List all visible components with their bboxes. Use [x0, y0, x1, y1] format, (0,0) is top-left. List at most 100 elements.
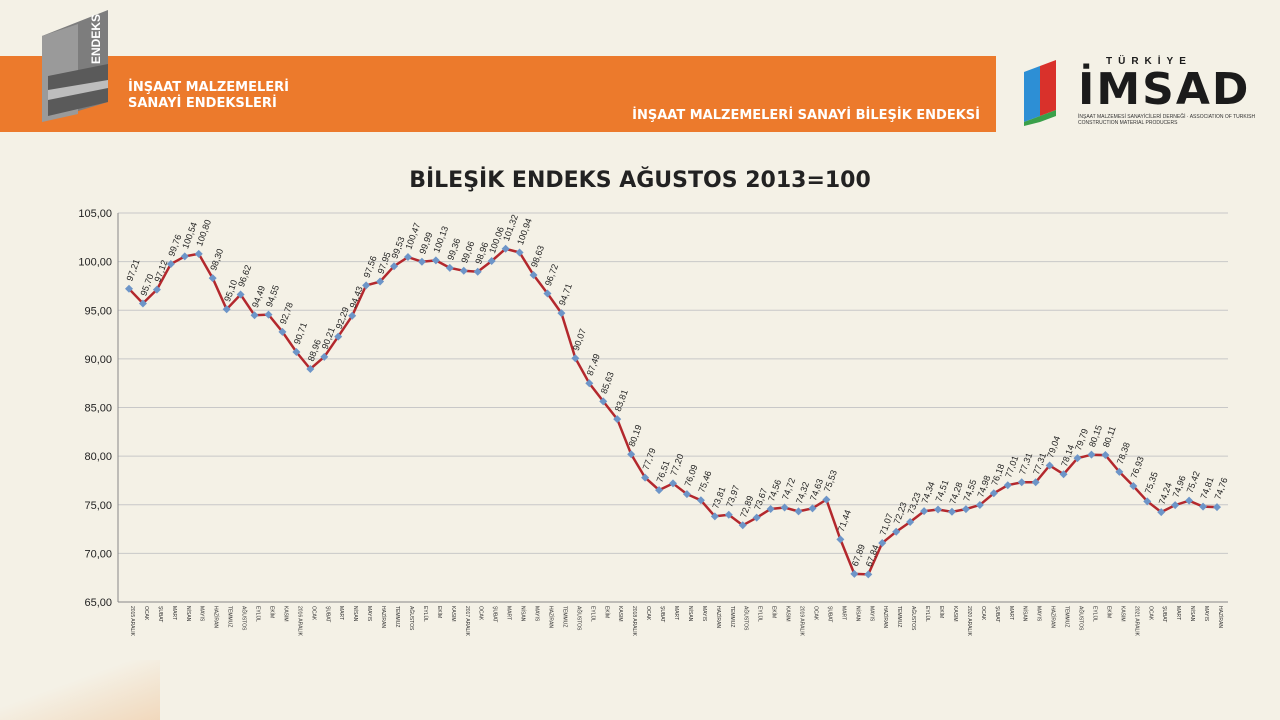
data-label: 73,81 — [710, 485, 727, 510]
data-point — [1087, 450, 1096, 459]
x-tick-label: MAYIS — [701, 606, 707, 622]
line-chart: 65,00 70,00 75,00 80,00 85,00 90,00 95,00 100,0… — [78, 208, 1229, 637]
endeks-logo: ENDEKS — [38, 6, 116, 130]
data-point — [571, 354, 580, 363]
data-label: 92,78 — [278, 301, 295, 326]
data-point — [947, 507, 956, 516]
imsad-small-text: TÜRKİYE — [1106, 56, 1192, 67]
data-label: 74,55 — [961, 478, 978, 503]
y-tick-label: 70,00 — [84, 548, 112, 560]
data-label: 85,63 — [599, 370, 616, 395]
data-point — [362, 281, 371, 290]
x-tick-label: EYLÜL — [255, 606, 262, 622]
x-tick-label: 2015 ARALIK — [129, 606, 135, 637]
data-label: 90,71 — [292, 321, 309, 346]
x-tick-label: KASIM — [785, 606, 791, 622]
data-label: 79,79 — [1073, 427, 1090, 452]
data-label: 77,01 — [1003, 454, 1020, 479]
data-label: 94,71 — [557, 282, 574, 307]
x-tick-label: KASIM — [617, 606, 623, 622]
data-point — [864, 570, 873, 579]
data-point — [1157, 508, 1166, 517]
x-tick-label: NİSAN — [854, 606, 861, 622]
x-tick-label: OCAK — [143, 606, 149, 621]
banner-title: İNŞAAT MALZEMELERİ SANAYİ ENDEKSLERİ — [128, 80, 290, 111]
data-point — [334, 332, 343, 341]
data-label: 75,53 — [822, 469, 839, 494]
data-point — [752, 513, 761, 522]
x-tick-label: AĞUSTOS — [575, 606, 582, 631]
data-point — [961, 505, 970, 514]
data-point — [166, 259, 175, 268]
data-label: 78,38 — [1115, 441, 1132, 466]
data-point — [836, 535, 845, 544]
header-banner: İNŞAAT MALZEMELERİ SANAYİ ENDEKSLERİ İNŞ… — [0, 56, 996, 132]
x-tick-label: NİSAN — [687, 606, 694, 622]
data-point — [138, 299, 147, 308]
x-tick-label: EKİM — [436, 606, 443, 618]
data-point — [1199, 502, 1208, 511]
x-tick-label: MART — [1008, 606, 1014, 620]
data-point — [431, 256, 440, 265]
x-tick-label: 2018 ARALIK — [631, 606, 637, 637]
y-tick-label: 85,00 — [84, 403, 112, 415]
data-point — [515, 248, 524, 257]
x-tick-label: MAYIS — [868, 606, 874, 622]
x-tick-label: HAZİRAN — [882, 606, 889, 628]
x-tick-label: EYLÜL — [589, 606, 596, 622]
data-point — [529, 270, 538, 279]
data-point — [1185, 496, 1194, 505]
data-point — [613, 415, 622, 424]
logo-text: ENDEKS — [89, 14, 103, 64]
x-tick-label: EKİM — [603, 606, 610, 618]
data-point — [264, 310, 273, 319]
x-tick-label: AĞUSTOS — [910, 606, 917, 631]
x-tick-label: OCAK — [478, 606, 484, 621]
data-label: 94,55 — [264, 284, 281, 309]
x-tick-label: OCAK — [645, 606, 651, 621]
x-tick-label: HAZİRAN — [547, 606, 554, 628]
data-label: 77,79 — [641, 447, 658, 472]
x-tick-label: MAYIS — [199, 606, 205, 622]
data-label: 87,49 — [585, 352, 602, 377]
y-tick-label: 100,00 — [78, 257, 112, 269]
data-point — [1031, 478, 1040, 487]
data-point — [989, 489, 998, 498]
x-tick-label: EYLÜL — [422, 606, 429, 622]
x-tick-label: HAZİRAN — [1217, 606, 1224, 628]
x-tick-label: 2021 ARALIK — [1133, 606, 1139, 637]
x-tick-label: OCAK — [1147, 606, 1153, 621]
x-tick-label: MAYIS — [1036, 606, 1042, 622]
data-label: 83,81 — [613, 388, 630, 413]
data-label: 74,32 — [794, 480, 811, 505]
y-tick-label: 80,00 — [84, 451, 112, 463]
data-point — [655, 486, 664, 495]
data-point — [473, 267, 482, 276]
x-tick-label: MAYIS — [366, 606, 372, 622]
x-tick-label: AĞUSTOS — [408, 606, 415, 631]
y-tick-label: 90,00 — [84, 354, 112, 366]
data-point — [934, 505, 943, 514]
x-tick-label: MAYIS — [534, 606, 540, 622]
data-point — [543, 289, 552, 298]
series-line — [128, 247, 1218, 576]
y-tick-label: 105,00 — [78, 208, 112, 220]
x-tick-label: ŞUBAT — [826, 606, 832, 622]
data-point — [1045, 461, 1054, 470]
y-tick-label: 95,00 — [84, 305, 112, 317]
data-label: 96,62 — [236, 264, 253, 289]
data-point — [348, 311, 357, 320]
data-point — [682, 490, 691, 499]
imsad-main-text: İMSAD — [1078, 64, 1251, 115]
data-point — [278, 327, 287, 336]
data-point — [1129, 481, 1138, 490]
data-point — [292, 347, 301, 356]
x-tick-label: 2020 ARALIK — [966, 606, 972, 637]
data-point — [1171, 501, 1180, 510]
data-label: 98,63 — [529, 244, 546, 269]
data-point — [696, 496, 705, 505]
chart-title: BİLEŞİK ENDEKS AĞUSTOS 2013=100 — [409, 168, 871, 193]
x-tick-label: TEMMUZ — [227, 606, 233, 627]
data-point — [766, 505, 775, 514]
x-tick-label: ŞUBAT — [157, 606, 163, 622]
